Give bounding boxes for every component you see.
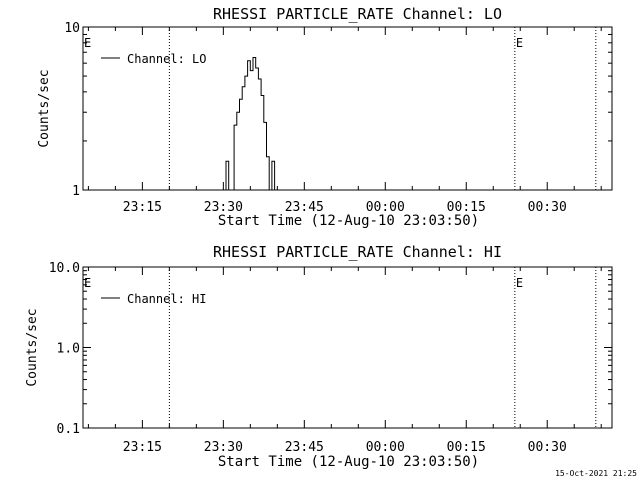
legend-label: Channel: HI [127,292,206,306]
x-tick-label: 00:15 [447,440,486,455]
chart-title: RHESSI PARTICLE_RATE Channel: LO [213,5,502,23]
series-line [223,57,276,191]
x-axis-label: Start Time (12-Aug-10 23:03:50) [218,454,479,470]
chart-panel-lo: RHESSI PARTICLE_RATE Channel: LO Start Ti… [37,5,613,229]
plot-frame [82,26,613,191]
event-marker-label: E [84,276,91,290]
x-tick-label: 23:30 [204,200,243,215]
x-tick-label: 00:30 [528,200,567,215]
x-tick-label: 23:45 [285,200,324,215]
x-tick-label: 00:00 [366,200,405,215]
y-axis-label: Counts/sec [25,308,40,386]
event-marker-label: E [84,36,91,50]
x-tick-label: 23:15 [123,440,162,455]
y-tick-label: 1 [72,184,80,199]
footer-timestamp: 15-Oct-2021 21:25 [555,469,637,478]
legend-label: Channel: LO [127,52,206,66]
x-tick-label: 23:30 [204,440,243,455]
x-axis-label: Start Time (12-Aug-10 23:03:50) [218,213,479,229]
y-tick-label: 1.0 [57,342,80,357]
event-marker-label: E [516,276,523,290]
x-tick-label: 00:00 [366,440,405,455]
x-tick-label: 00:30 [528,440,567,455]
y-tick-label: 10 [64,21,80,36]
chart-legend: Channel: LO [101,52,206,66]
event-marker-label: E [516,36,523,50]
x-tick-label: 23:45 [285,440,324,455]
chart-title: RHESSI PARTICLE_RATE Channel: HI [213,243,502,261]
y-axis-label: Counts/sec [37,69,52,147]
y-tick-label: 10.0 [49,261,80,276]
chart-panel-hi: RHESSI PARTICLE_RATE Channel: HI Start Ti… [25,243,613,470]
x-tick-label: 23:15 [123,200,162,215]
y-tick-label: 0.1 [57,422,80,437]
x-tick-label: 00:15 [447,200,486,215]
chart-legend: Channel: HI [101,292,206,306]
